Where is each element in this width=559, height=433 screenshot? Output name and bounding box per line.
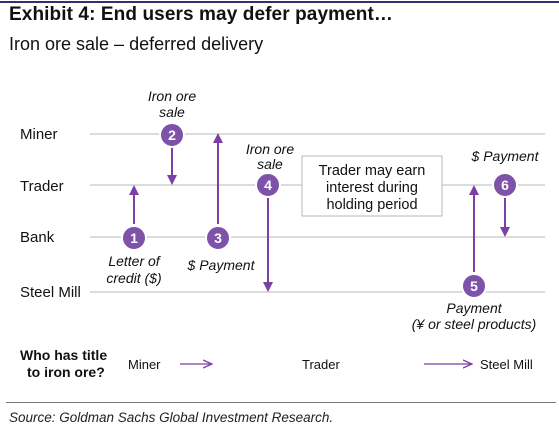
step-5-label-line-1: Payment: [446, 300, 502, 316]
step-5-label-line-2: (¥ or steel products): [412, 316, 537, 332]
step-3-badge: 3: [205, 225, 231, 251]
step-1-badge: 1: [121, 225, 147, 251]
row-label-bank: Bank: [20, 229, 55, 246]
step-2-label-line-2: sale: [159, 104, 185, 120]
step-4-label-line-1: Iron ore: [246, 141, 294, 157]
step-1-label-line-2: credit ($): [106, 270, 161, 286]
step-2-number: 2: [168, 127, 176, 143]
source-divider: [6, 402, 556, 403]
title-question-line-1: Who has title: [20, 347, 107, 363]
title-holder-steel-mill: Steel Mill: [480, 357, 533, 372]
header-rule: [0, 1, 559, 3]
title-holder-trader: Trader: [302, 357, 340, 372]
note-line-2: interest during: [326, 180, 418, 196]
step-2-label-line-1: Iron ore: [148, 88, 196, 104]
step-6-label: $ Payment: [471, 148, 540, 164]
exhibit-title: Exhibit 4: End users may defer payment…: [9, 4, 394, 25]
note-box: [301, 155, 443, 217]
flow-diagram: Miner Trader Bank Steel Mill Trader may …: [20, 88, 545, 380]
row-label-miner: Miner: [20, 126, 58, 143]
exhibit-subtitle: Iron ore sale – deferred delivery: [9, 34, 264, 54]
step-6-badge: 6: [492, 172, 518, 198]
step-6-number: 6: [501, 177, 509, 193]
source-note: Source: Goldman Sachs Global Investment …: [9, 410, 334, 425]
title-question-line-2: to iron ore?: [27, 364, 105, 380]
title-holder-miner: Miner: [128, 357, 161, 372]
step-4-badge: 4: [255, 172, 281, 198]
step-4-number: 4: [264, 177, 272, 193]
step-4-label-line-2: sale: [257, 156, 283, 172]
note-line-1: Trader may earn: [319, 163, 426, 179]
step-3-number: 3: [214, 230, 222, 246]
step-1-label-line-1: Letter of: [108, 253, 161, 269]
step-2-badge: 2: [159, 122, 185, 148]
note-line-3: holding period: [326, 197, 417, 213]
row-label-steel-mill: Steel Mill: [20, 284, 81, 301]
row-label-trader: Trader: [20, 178, 64, 195]
step-1-number: 1: [130, 230, 138, 246]
step-5-badge: 5: [461, 273, 487, 299]
step-5-number: 5: [470, 278, 478, 294]
step-3-label: $ Payment: [187, 257, 256, 273]
